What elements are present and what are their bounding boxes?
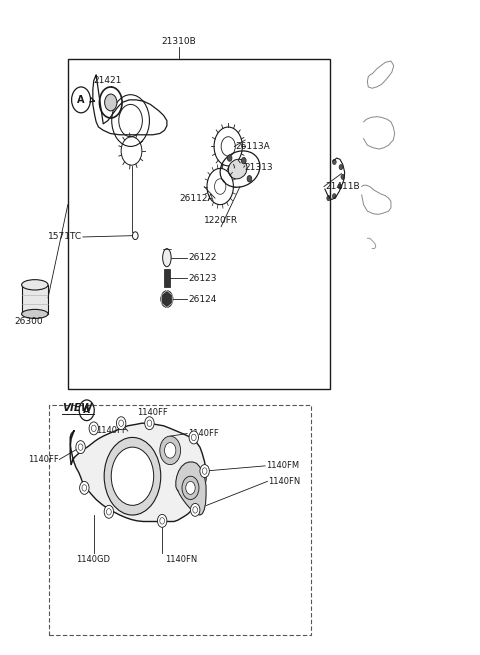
Circle shape xyxy=(333,194,336,199)
Text: 26122: 26122 xyxy=(188,253,216,262)
Ellipse shape xyxy=(163,249,171,267)
Text: 1220FR: 1220FR xyxy=(204,216,238,225)
Text: 1140FF: 1140FF xyxy=(137,408,168,417)
Circle shape xyxy=(186,481,195,495)
Circle shape xyxy=(89,422,98,435)
Circle shape xyxy=(117,417,126,430)
Polygon shape xyxy=(176,462,206,515)
Circle shape xyxy=(104,506,114,518)
Text: 21310B: 21310B xyxy=(161,37,196,46)
Polygon shape xyxy=(70,423,206,521)
Text: 26113A: 26113A xyxy=(235,142,270,151)
Circle shape xyxy=(333,159,336,164)
Ellipse shape xyxy=(22,309,48,318)
Circle shape xyxy=(247,176,252,182)
Circle shape xyxy=(200,464,209,477)
Circle shape xyxy=(105,94,117,111)
Circle shape xyxy=(191,504,200,516)
Circle shape xyxy=(241,157,246,164)
Circle shape xyxy=(182,476,199,500)
Bar xyxy=(68,59,330,389)
Bar xyxy=(49,405,311,635)
Circle shape xyxy=(161,291,173,307)
Circle shape xyxy=(189,431,199,444)
Ellipse shape xyxy=(228,159,247,179)
Text: 1140FN: 1140FN xyxy=(268,477,300,486)
Circle shape xyxy=(111,447,154,506)
Bar xyxy=(22,285,48,314)
Text: 26123: 26123 xyxy=(188,274,216,283)
Circle shape xyxy=(157,514,167,527)
Circle shape xyxy=(80,481,89,495)
Circle shape xyxy=(339,164,343,170)
Text: 1140FM: 1140FM xyxy=(266,461,299,470)
Circle shape xyxy=(165,443,176,458)
Text: A: A xyxy=(83,406,90,415)
Text: 1140FF: 1140FF xyxy=(188,429,219,438)
Circle shape xyxy=(145,417,154,430)
Circle shape xyxy=(227,155,232,161)
Text: VIEW: VIEW xyxy=(62,403,92,413)
Circle shape xyxy=(132,232,138,240)
Circle shape xyxy=(76,441,85,454)
Text: 21411B: 21411B xyxy=(325,182,360,191)
Circle shape xyxy=(327,196,331,200)
Text: 21421: 21421 xyxy=(94,76,122,85)
Circle shape xyxy=(341,174,345,179)
Circle shape xyxy=(160,436,180,464)
Text: A: A xyxy=(77,95,85,105)
Circle shape xyxy=(338,184,342,189)
Circle shape xyxy=(104,438,161,515)
Text: 26112A: 26112A xyxy=(180,194,214,202)
Text: 1140FF: 1140FF xyxy=(28,455,59,464)
Text: 26124: 26124 xyxy=(188,295,216,303)
Bar xyxy=(164,269,170,288)
Ellipse shape xyxy=(22,280,48,290)
Text: 1140FN: 1140FN xyxy=(165,555,197,564)
Text: 1571TC: 1571TC xyxy=(48,233,82,242)
Text: 1140GD: 1140GD xyxy=(76,555,110,564)
Text: 21313: 21313 xyxy=(245,162,273,172)
Text: 26300: 26300 xyxy=(14,317,43,326)
Text: 1140FF: 1140FF xyxy=(96,426,127,436)
